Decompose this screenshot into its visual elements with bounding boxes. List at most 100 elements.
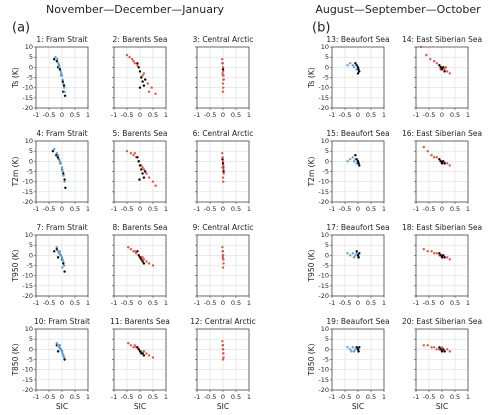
point <box>137 160 140 163</box>
point <box>442 66 445 69</box>
x-tick-label: 1 <box>164 205 168 213</box>
point <box>141 80 144 83</box>
plot-frame <box>196 46 250 109</box>
point <box>221 358 225 361</box>
point <box>138 86 142 89</box>
point <box>151 356 155 359</box>
x-tick-label: -1 <box>33 111 39 119</box>
panel-title: 18: East Siberian Sea <box>402 223 482 232</box>
point <box>346 160 349 163</box>
point <box>355 162 358 165</box>
point <box>132 60 135 63</box>
y-tick-label: 10 <box>321 137 329 145</box>
x-tick-label: 0.5 <box>366 205 376 213</box>
panel-title: 2: Barents Sea <box>113 35 168 44</box>
y-tick-label: -10 <box>22 366 33 374</box>
x-tick-label: -0.5 <box>423 205 436 213</box>
x-tick-label: 1 <box>86 299 90 307</box>
y-tick-label: 0 <box>29 157 33 165</box>
point <box>151 264 155 267</box>
point <box>440 256 444 259</box>
point <box>151 180 155 183</box>
y-tick-label: -20 <box>318 198 329 206</box>
point <box>358 346 361 349</box>
panel-title: 4: Fram Strait <box>36 129 87 138</box>
y-tick-label: 10 <box>321 231 329 239</box>
x-tick-label: 0 <box>356 111 360 119</box>
y-tick-label: -15 <box>22 376 33 384</box>
x-tick-label: 1 <box>86 393 90 401</box>
point <box>349 348 352 351</box>
point <box>448 72 451 75</box>
x-tick-label: 0.5 <box>450 393 460 401</box>
point <box>145 172 148 175</box>
point <box>138 70 142 73</box>
x-tick-label: -0.5 <box>204 111 217 119</box>
plot-frame <box>113 328 167 391</box>
point <box>53 58 56 61</box>
point <box>430 250 433 253</box>
y-tick-label: -5 <box>27 262 33 270</box>
point <box>221 72 224 75</box>
point <box>430 346 433 349</box>
x-tick-label: 0.5 <box>231 205 241 213</box>
point <box>357 68 360 71</box>
point <box>430 154 433 157</box>
plot-frame <box>415 328 469 391</box>
x-tick-label: 0 <box>356 393 360 401</box>
point <box>444 66 448 69</box>
y-axis-label: Ts (K) <box>11 67 20 88</box>
x-tick-label: -1 <box>33 393 39 401</box>
y-axis-label: T950 (K) <box>11 249 20 282</box>
x-tick-label: 1 <box>466 299 470 307</box>
point <box>136 346 139 349</box>
point <box>346 252 349 255</box>
point <box>446 70 449 73</box>
x-tick-label: -0.5 <box>204 205 217 213</box>
point <box>58 66 61 69</box>
y-tick-label: -5 <box>323 168 329 176</box>
y-axis-label: T850 (K) <box>307 343 316 376</box>
x-tick-label: -0.5 <box>121 393 134 401</box>
point <box>55 60 58 63</box>
point <box>354 254 357 257</box>
point <box>61 266 64 269</box>
point <box>141 74 144 77</box>
point <box>61 258 64 261</box>
point <box>125 149 129 153</box>
y-tick-label: -15 <box>318 94 329 102</box>
point <box>142 258 146 261</box>
point <box>352 160 356 163</box>
point <box>144 170 147 173</box>
point <box>349 62 352 65</box>
point <box>62 174 65 177</box>
point <box>221 156 224 159</box>
point <box>140 76 143 79</box>
x-tick-label: 1 <box>466 111 470 119</box>
point <box>355 158 358 161</box>
point <box>58 68 62 71</box>
y-tick-label: 0 <box>325 251 329 259</box>
point <box>56 156 60 159</box>
point <box>147 354 151 357</box>
point <box>147 176 151 179</box>
point <box>63 270 66 273</box>
x-tick-label: 0 <box>356 299 360 307</box>
point <box>62 84 66 87</box>
x-tick-label: -0.5 <box>423 299 436 307</box>
point <box>53 250 56 253</box>
point <box>222 78 225 81</box>
x-tick-label: -0.5 <box>204 299 217 307</box>
x-axis-label: SIC <box>436 402 448 411</box>
point <box>60 72 63 75</box>
x-tick-label: 0 <box>138 299 142 307</box>
x-tick-label: 0 <box>138 111 142 119</box>
point <box>351 252 354 255</box>
x-tick-label: -1 <box>33 205 39 213</box>
point <box>222 164 225 167</box>
y-tick-label: -10 <box>318 272 329 280</box>
point <box>439 160 442 163</box>
x-tick-label: -0.5 <box>204 393 217 401</box>
x-tick-label: 1 <box>382 111 386 119</box>
point <box>141 352 144 355</box>
